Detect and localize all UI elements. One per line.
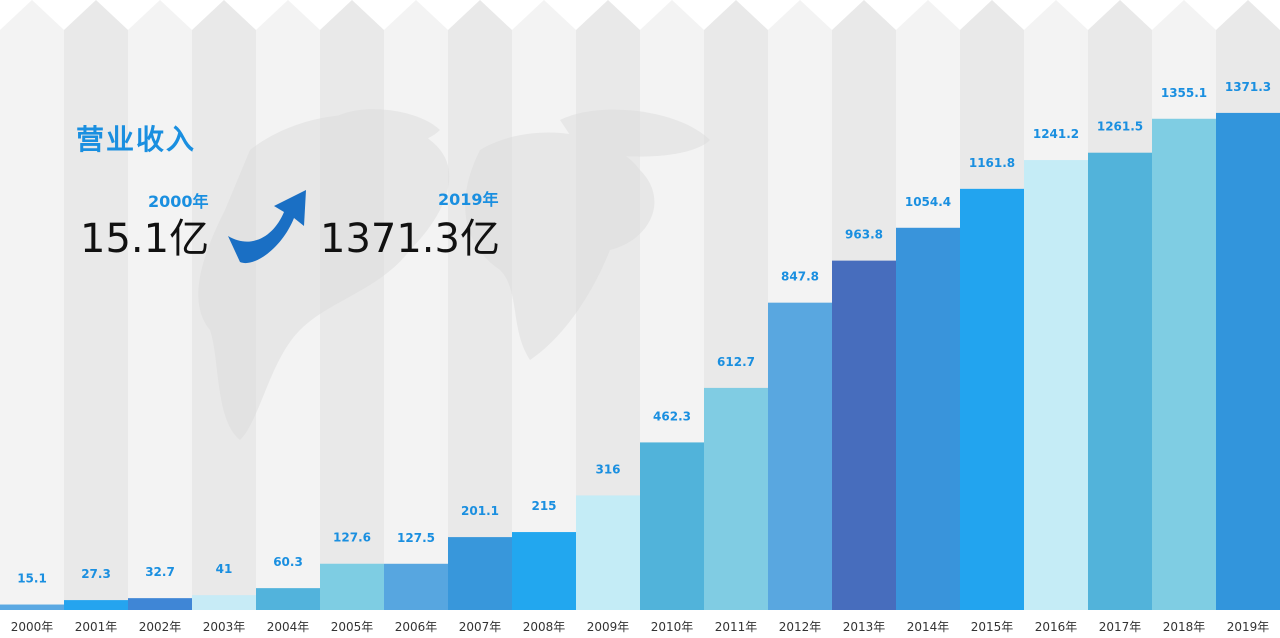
headline-title: 营业收入 bbox=[76, 123, 197, 156]
data-label: 1241.2 bbox=[1033, 127, 1079, 141]
start-revenue-value: 15.1亿 bbox=[80, 216, 210, 262]
data-label: 127.6 bbox=[333, 531, 371, 545]
data-label: 963.8 bbox=[845, 228, 883, 242]
bar bbox=[384, 563, 448, 610]
data-label: 215 bbox=[531, 499, 556, 513]
column-background bbox=[448, 0, 512, 610]
data-label: 316 bbox=[595, 462, 620, 476]
growth-arrow-icon bbox=[228, 190, 306, 264]
data-label: 1054.4 bbox=[905, 195, 951, 209]
bar bbox=[640, 442, 704, 610]
bar bbox=[256, 588, 320, 610]
bar bbox=[960, 188, 1024, 610]
x-tick-label: 2011年 bbox=[715, 620, 758, 634]
column-background bbox=[192, 0, 256, 610]
bar bbox=[704, 387, 768, 610]
data-label: 1371.3 bbox=[1225, 80, 1271, 94]
bar bbox=[1152, 118, 1216, 611]
data-label: 1261.5 bbox=[1097, 120, 1143, 134]
x-tick-label: 2013年 bbox=[843, 620, 886, 634]
bar bbox=[512, 532, 576, 610]
column-background bbox=[512, 0, 576, 610]
bars bbox=[0, 112, 1280, 611]
bar bbox=[128, 598, 192, 610]
x-tick-label: 2002年 bbox=[139, 620, 182, 634]
bar bbox=[832, 260, 896, 610]
x-tick-label: 2019年 bbox=[1227, 620, 1270, 634]
x-tick-label: 2010年 bbox=[651, 620, 694, 634]
column-background bbox=[384, 0, 448, 610]
x-tick-label: 2004年 bbox=[267, 620, 310, 634]
x-tick-label: 2007年 bbox=[459, 620, 502, 634]
world-map-watermark bbox=[198, 109, 710, 441]
end-revenue-value: 1371.3亿 bbox=[320, 216, 500, 262]
data-label: 1161.8 bbox=[969, 156, 1015, 170]
column-background bbox=[128, 0, 192, 610]
x-tick-label: 2008年 bbox=[523, 620, 566, 634]
column-background bbox=[320, 0, 384, 610]
bar bbox=[1216, 112, 1280, 610]
data-label: 60.3 bbox=[273, 555, 303, 569]
value-labels: 15.1 27.3 32.7 41 60.3 127.6 127.5 201.1 215 316 4… bbox=[17, 80, 1271, 586]
x-tick-label: 2014年 bbox=[907, 620, 950, 634]
bar bbox=[448, 537, 512, 610]
data-label: 41 bbox=[216, 562, 233, 576]
x-tick-label: 2009年 bbox=[587, 620, 630, 634]
x-tick-label: 2018年 bbox=[1163, 620, 1206, 634]
data-label: 127.5 bbox=[397, 531, 435, 545]
bar bbox=[768, 302, 832, 610]
x-tick-label: 2003年 bbox=[203, 620, 246, 634]
x-tick-label: 2015年 bbox=[971, 620, 1014, 634]
x-tick-label: 2000年 bbox=[11, 620, 54, 634]
x-axis-tick-labels: 2000年 2001年 2002年 2003年 2004年 2005年 2006年 2007年… bbox=[11, 620, 1270, 634]
bar bbox=[1024, 160, 1088, 610]
column-background bbox=[256, 0, 320, 610]
data-label: 15.1 bbox=[17, 572, 47, 586]
bar bbox=[1088, 152, 1152, 611]
end-year: 2019年 bbox=[438, 190, 499, 209]
bar bbox=[192, 595, 256, 610]
x-tick-label: 2012年 bbox=[779, 620, 822, 634]
column-background bbox=[64, 0, 128, 610]
x-tick-label: 2017年 bbox=[1099, 620, 1142, 634]
column-background bbox=[576, 0, 640, 610]
data-label: 32.7 bbox=[145, 565, 175, 579]
data-label: 612.7 bbox=[717, 355, 755, 369]
bar bbox=[64, 600, 128, 610]
x-tick-label: 2001年 bbox=[75, 620, 118, 634]
x-tick-label: 2005年 bbox=[331, 620, 374, 634]
bar bbox=[320, 563, 384, 610]
column-background bbox=[0, 0, 64, 610]
bar bbox=[576, 495, 640, 610]
data-label: 462.3 bbox=[653, 409, 691, 423]
bar bbox=[0, 604, 64, 610]
data-label: 1355.1 bbox=[1161, 86, 1207, 100]
data-label: 27.3 bbox=[81, 567, 111, 581]
x-tick-label: 2016年 bbox=[1035, 620, 1078, 634]
start-year: 2000年 bbox=[148, 192, 209, 211]
data-label: 201.1 bbox=[461, 504, 499, 518]
bar bbox=[896, 227, 960, 610]
x-tick-label: 2006年 bbox=[395, 620, 438, 634]
data-label: 847.8 bbox=[781, 270, 819, 284]
